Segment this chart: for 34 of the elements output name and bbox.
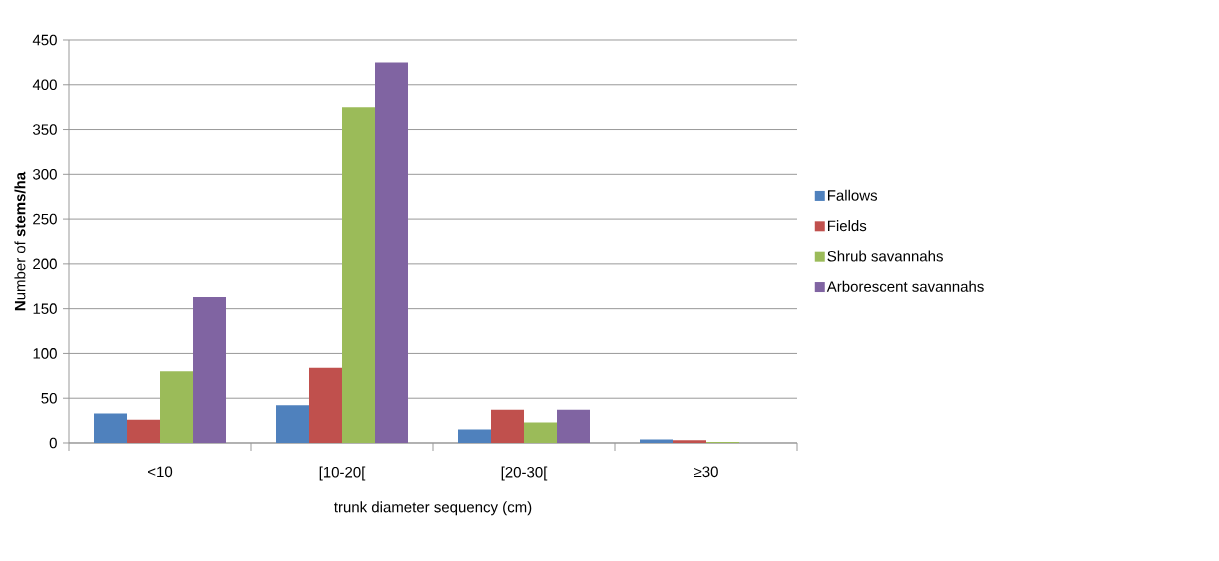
y-tick-label: 300 (33, 169, 57, 180)
y-tick-label: 350 (33, 124, 57, 135)
bar (640, 439, 673, 443)
bar (160, 371, 194, 443)
bar (557, 409, 590, 443)
y-tick-label: 400 (32, 79, 57, 91)
bar (309, 367, 343, 443)
y-tick-label: 250 (33, 213, 57, 225)
y-tick-label: 0 (49, 437, 57, 449)
y-tick-label: 200 (33, 258, 57, 270)
x-tick-label: [10-20[ (319, 466, 366, 481)
x-tick-label: <10 (148, 466, 173, 478)
legend-label: Shrub savannahs (827, 250, 943, 262)
y-tick-label: 150 (33, 303, 57, 314)
y-tick-label: 50 (41, 392, 57, 404)
x-tick-label: ≥30 (694, 466, 718, 478)
bar (673, 440, 706, 443)
legend-label: Fields (827, 220, 867, 232)
y-tick-label: 100 (33, 348, 57, 359)
bar (524, 422, 558, 443)
bar (375, 62, 409, 443)
x-axis-title: trunk diameter sequency (cm) (334, 501, 532, 516)
y-tick-label: 450 (32, 34, 57, 46)
legend-label: Arborescent savannahs (826, 280, 984, 292)
bar (193, 297, 227, 443)
bar (342, 107, 376, 443)
bar (491, 409, 524, 443)
x-tick-label: [20-30[ (501, 466, 548, 481)
y-axis-title: Number of stems/ha (14, 171, 26, 311)
bar (276, 405, 310, 443)
bar (94, 413, 128, 443)
bar (458, 429, 491, 443)
legend-label: Fallows (827, 189, 878, 201)
bar (127, 419, 161, 443)
